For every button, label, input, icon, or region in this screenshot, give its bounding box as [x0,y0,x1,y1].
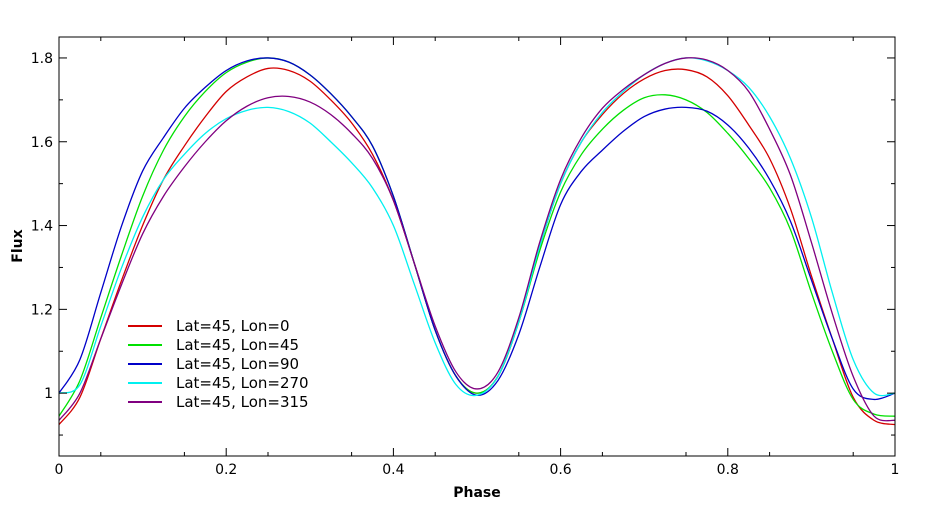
ticks-layer: 0 0.2 0.4 0.6 0.8 1 1 1.2 1.4 1.6 1.8 [31,37,900,478]
plot-background [59,37,895,456]
x-tick-label: 1 [891,462,900,478]
plot-frame [58,36,896,457]
y-tick-label: 1 [44,386,53,402]
y-tick-label: 1.8 [31,51,53,67]
x-tick-label: 0.8 [717,462,739,478]
x-tick-label: 0 [55,462,64,478]
y-tick-label: 1.6 [31,135,53,151]
x-tick-label: 0.4 [382,462,404,478]
series-line-4 [58,57,896,422]
legend-label-3: Lat=45, Lon=270 [176,374,309,392]
legend-label-2: Lat=45, Lon=90 [176,355,299,373]
series-line-1 [58,57,896,417]
legend-label-4: Lat=45, Lon=315 [176,393,309,411]
y-tick-label: 1.2 [31,302,53,318]
x-axis-label: Phase [453,485,501,501]
y-axis-label: Flux [10,229,26,262]
legend-label-0: Lat=45, Lon=0 [176,317,290,335]
x-tick-label: 0.2 [215,462,237,478]
legend-label-1: Lat=45, Lon=45 [176,336,299,354]
y-tick-label: 1.4 [31,219,53,235]
x-tick-label: 0.6 [549,462,571,478]
series-line-3 [58,57,896,397]
series-layer [58,57,896,426]
